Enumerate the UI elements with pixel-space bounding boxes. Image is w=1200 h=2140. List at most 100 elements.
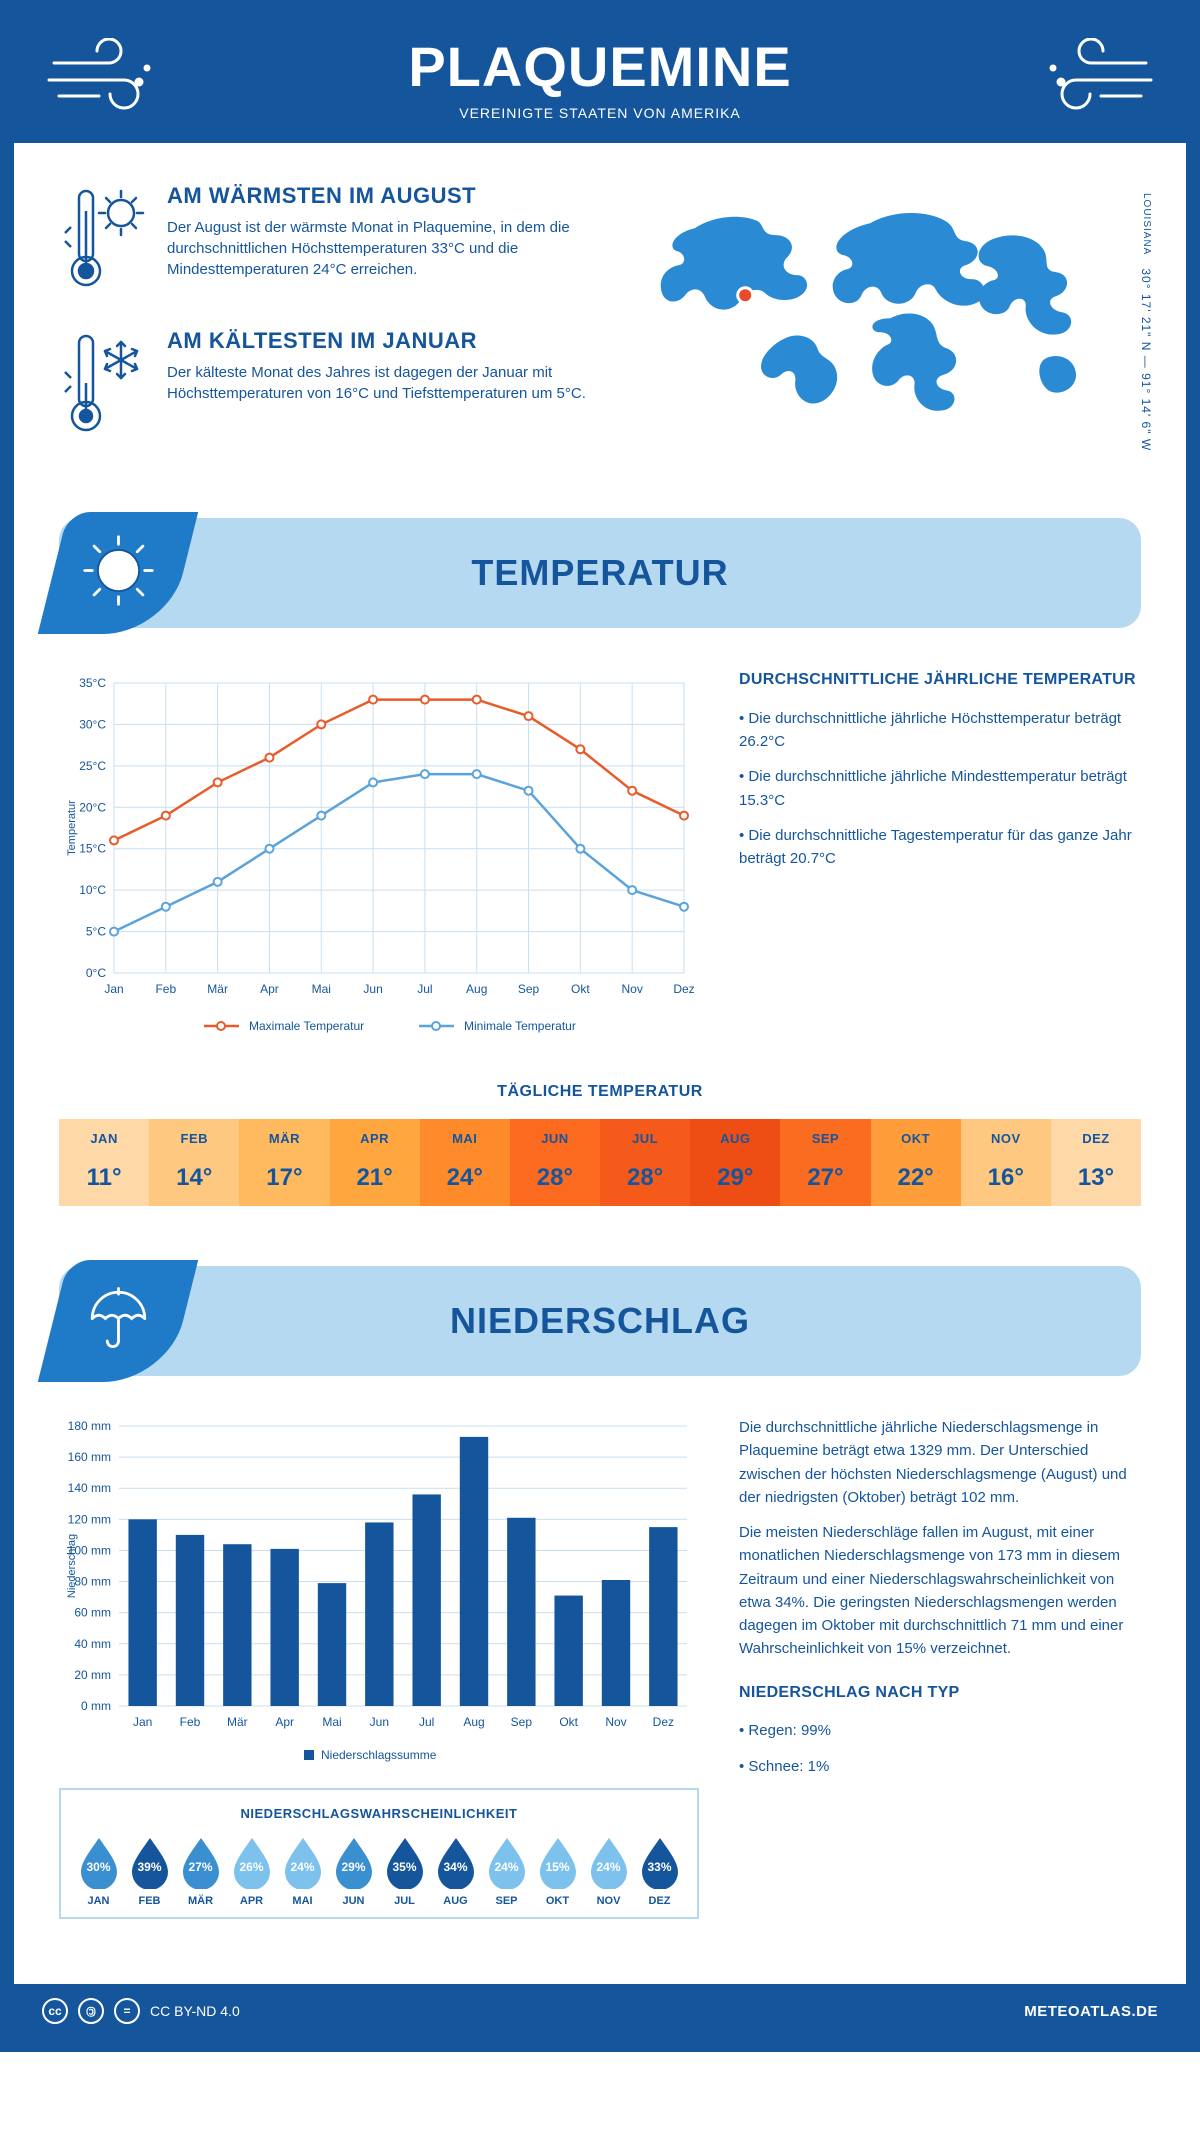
probability-drop: 30%JAN: [75, 1835, 122, 1907]
daily-temp-cell: DEZ13°: [1051, 1119, 1141, 1206]
svg-text:140 mm: 140 mm: [68, 1481, 111, 1495]
daily-temp-cell: FEB14°: [149, 1119, 239, 1206]
svg-text:0 mm: 0 mm: [81, 1699, 111, 1713]
probability-drop: 35%JUL: [381, 1835, 428, 1907]
footer-brand: METEOATLAS.DE: [1024, 2003, 1158, 2020]
svg-text:Jul: Jul: [417, 982, 432, 996]
daily-temp-cell: NOV16°: [961, 1119, 1051, 1206]
daily-temp-cell: OKT22°: [871, 1119, 961, 1206]
daily-temperature-strip: JAN11°FEB14°MÄR17°APR21°MAI24°JUN28°JUL2…: [59, 1119, 1141, 1206]
svg-text:Aug: Aug: [466, 982, 487, 996]
svg-text:160 mm: 160 mm: [68, 1450, 111, 1464]
temperature-line-chart: 0°C5°C10°C15°C20°C25°C30°C35°CJanFebMärA…: [59, 668, 699, 1048]
wind-icon-left: [44, 38, 164, 118]
temperature-title: TEMPERATUR: [471, 552, 728, 594]
world-map: [640, 183, 1141, 448]
map-marker: [739, 289, 751, 301]
svg-text:Jun: Jun: [363, 982, 382, 996]
precip-type-title: NIEDERSCHLAG NACH TYP: [739, 1681, 1141, 1706]
by-icon: 🄯: [78, 1998, 104, 2024]
thermometer-sun-icon: [59, 183, 149, 298]
fact-cold-title: AM KÄLTESTEN IM JANUAR: [167, 328, 610, 354]
svg-text:0°C: 0°C: [86, 966, 106, 980]
svg-text:5°C: 5°C: [86, 925, 106, 939]
daily-temp-cell: AUG29°: [690, 1119, 780, 1206]
daily-temp-cell: JAN11°: [59, 1119, 149, 1206]
svg-text:Feb: Feb: [155, 982, 176, 996]
precip-bar-chart: 0 mm20 mm40 mm60 mm80 mm100 mm120 mm140 …: [59, 1416, 699, 1776]
svg-text:Sep: Sep: [518, 982, 540, 996]
precip-text: Die durchschnittliche jährliche Niedersc…: [739, 1416, 1141, 1919]
svg-text:Apr: Apr: [275, 1715, 294, 1729]
probability-drop: 26%APR: [228, 1835, 275, 1907]
precip-type-item: Regen: 99%: [739, 1719, 1141, 1742]
svg-text:25°C: 25°C: [79, 759, 106, 773]
fact-warmest: AM WÄRMSTEN IM AUGUST Der August ist der…: [59, 183, 610, 298]
cc-icon: cc: [42, 1998, 68, 2024]
svg-text:Niederschlagssumme: Niederschlagssumme: [321, 1748, 437, 1762]
svg-text:Maximale Temperatur: Maximale Temperatur: [249, 1019, 364, 1033]
svg-text:Aug: Aug: [463, 1715, 484, 1729]
daily-temp-cell: SEP27°: [780, 1119, 870, 1206]
svg-text:Feb: Feb: [180, 1715, 201, 1729]
precip-type-item: Schnee: 1%: [739, 1755, 1141, 1778]
probability-drop: 24%MAI: [279, 1835, 326, 1907]
temp-bullet: Die durchschnittliche jährliche Höchstte…: [739, 707, 1141, 754]
svg-text:30°C: 30°C: [79, 717, 106, 731]
footer: cc 🄯 = CC BY-ND 4.0 METEOATLAS.DE: [14, 1984, 1186, 2038]
main-content: AM WÄRMSTEN IM AUGUST Der August ist der…: [14, 143, 1186, 1984]
svg-text:Jan: Jan: [104, 982, 123, 996]
temp-bullet: Die durchschnittliche jährliche Mindestt…: [739, 765, 1141, 812]
thermometer-snow-icon: [59, 328, 149, 443]
svg-text:40 mm: 40 mm: [74, 1637, 111, 1651]
temp-bullet: Die durchschnittliche Tagestemperatur fü…: [739, 824, 1141, 871]
fact-cold-text: Der kälteste Monat des Jahres ist dagege…: [167, 362, 610, 404]
temperature-banner: TEMPERATUR: [59, 518, 1141, 628]
daily-temp-title: TÄGLICHE TEMPERATUR: [59, 1083, 1141, 1101]
svg-text:Nov: Nov: [605, 1715, 626, 1729]
wind-icon-right: [1036, 38, 1156, 118]
probability-drop: 39%FEB: [126, 1835, 173, 1907]
daily-temp-cell: MÄR17°: [239, 1119, 329, 1206]
daily-temp-cell: MAI24°: [420, 1119, 510, 1206]
prob-title: NIEDERSCHLAGSWAHRSCHEINLICHKEIT: [75, 1806, 683, 1821]
svg-text:Mär: Mär: [227, 1715, 248, 1729]
precip-p2: Die meisten Niederschläge fallen im Augu…: [739, 1521, 1141, 1661]
svg-text:20 mm: 20 mm: [74, 1668, 111, 1682]
intro-map: LOUISIANA 30° 17' 21" N — 91° 14' 6" W: [640, 183, 1141, 473]
svg-text:Nov: Nov: [622, 982, 643, 996]
svg-text:80 mm: 80 mm: [74, 1575, 111, 1589]
sun-icon: [81, 533, 156, 613]
probability-drop: 33%DEZ: [636, 1835, 683, 1907]
intro-facts: AM WÄRMSTEN IM AUGUST Der August ist der…: [59, 183, 610, 473]
daily-temp-cell: APR21°: [330, 1119, 420, 1206]
precip-banner: NIEDERSCHLAG: [59, 1266, 1141, 1376]
intro-row: AM WÄRMSTEN IM AUGUST Der August ist der…: [59, 183, 1141, 473]
temperature-row: 0°C5°C10°C15°C20°C25°C30°C35°CJanFebMärA…: [59, 668, 1141, 1048]
page-title: PLAQUEMINE: [14, 34, 1186, 99]
page-frame: PLAQUEMINE VEREINIGTE STAATEN VON AMERIK…: [0, 0, 1200, 2052]
temperature-summary: DURCHSCHNITTLICHE JÄHRLICHE TEMPERATUR D…: [739, 668, 1141, 1048]
header: PLAQUEMINE VEREINIGTE STAATEN VON AMERIK…: [14, 14, 1186, 143]
svg-text:10°C: 10°C: [79, 883, 106, 897]
fact-coldest: AM KÄLTESTEN IM JANUAR Der kälteste Mona…: [59, 328, 610, 443]
svg-text:Mai: Mai: [322, 1715, 341, 1729]
svg-text:Apr: Apr: [260, 982, 279, 996]
fact-warm-title: AM WÄRMSTEN IM AUGUST: [167, 183, 610, 209]
svg-text:Mär: Mär: [207, 982, 228, 996]
license-badge: cc 🄯 = CC BY-ND 4.0: [42, 1998, 240, 2024]
fact-warm-text: Der August ist der wärmste Monat in Plaq…: [167, 217, 610, 280]
temp-summary-title: DURCHSCHNITTLICHE JÄHRLICHE TEMPERATUR: [739, 668, 1141, 693]
probability-drop: 27%MÄR: [177, 1835, 224, 1907]
page-subtitle: VEREINIGTE STAATEN VON AMERIKA: [14, 105, 1186, 121]
daily-temp-cell: JUL28°: [600, 1119, 690, 1206]
probability-drop: 15%OKT: [534, 1835, 581, 1907]
svg-text:Okt: Okt: [571, 982, 590, 996]
svg-text:Jun: Jun: [370, 1715, 389, 1729]
daily-temp-cell: JUN28°: [510, 1119, 600, 1206]
svg-text:180 mm: 180 mm: [68, 1419, 111, 1433]
svg-text:Jan: Jan: [133, 1715, 152, 1729]
svg-text:15°C: 15°C: [79, 842, 106, 856]
coords-label: LOUISIANA 30° 17' 21" N — 91° 14' 6" W: [1139, 193, 1153, 451]
svg-text:120 mm: 120 mm: [68, 1512, 111, 1526]
